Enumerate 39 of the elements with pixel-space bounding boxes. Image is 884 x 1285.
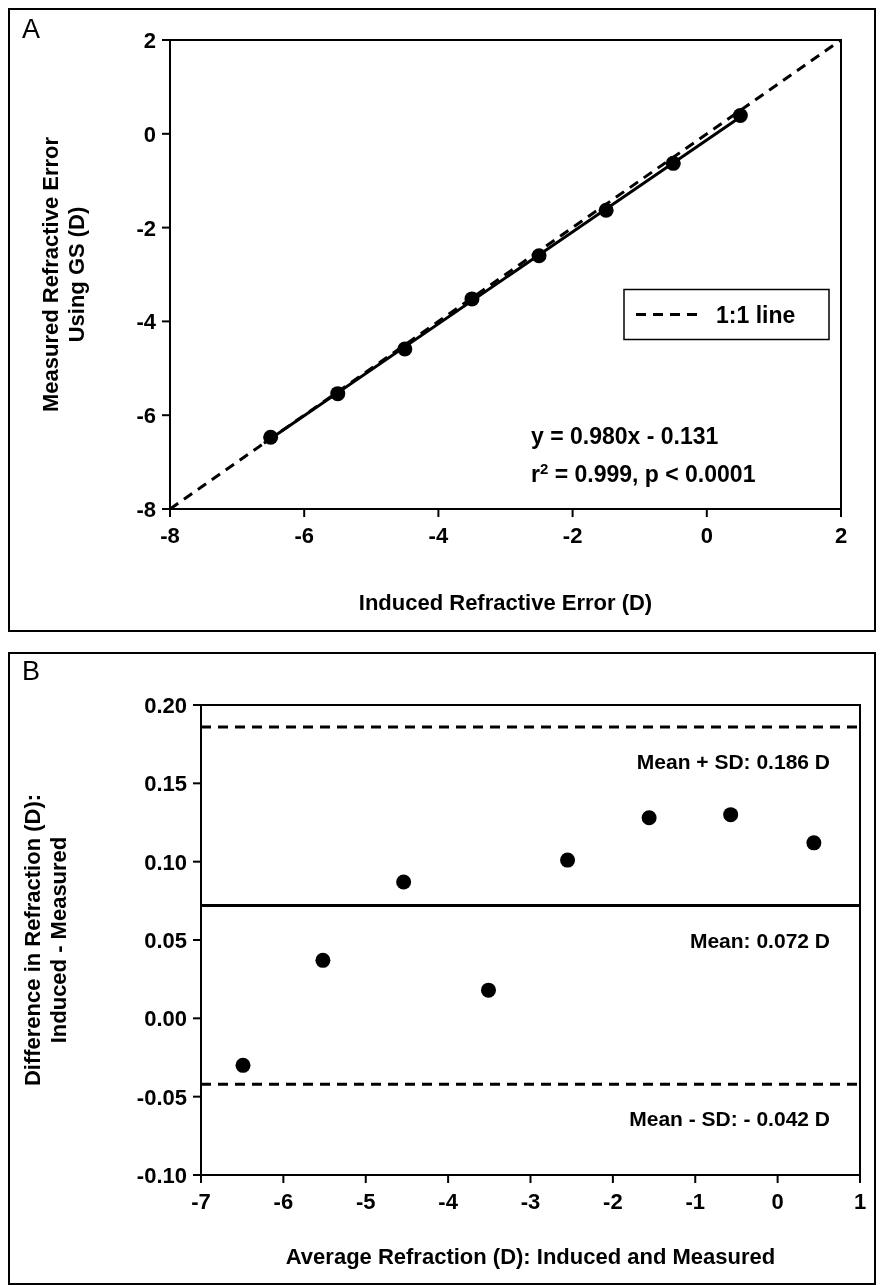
chart-title: A	[22, 14, 41, 44]
annotation: y = 0.980x - 0.131	[531, 423, 719, 449]
x-tick-label: 0	[771, 1189, 784, 1214]
chart-title: B	[22, 656, 41, 686]
x-tick-label: -2	[603, 1189, 623, 1214]
x-tick-label: -1	[685, 1189, 706, 1214]
x-axis-title: Induced Refractive Error (D)	[358, 590, 653, 615]
y-tick-label: 0.20	[144, 693, 187, 718]
y-tick-label: -6	[136, 403, 156, 429]
x-tick-label: 1	[853, 1189, 867, 1214]
legend-label: 1:1 line	[716, 301, 796, 328]
x-tick-label: -7	[191, 1189, 211, 1214]
ref-line-label: Mean: 0.072 D	[689, 928, 830, 952]
y-tick-label: 0.00	[144, 1006, 187, 1032]
y-tick-label: 0.05	[144, 928, 187, 953]
y-tick-label: -8	[136, 497, 156, 522]
x-axis-title: Average Refraction (D): Induced and Measured	[285, 1244, 776, 1269]
x-tick-label: -4	[428, 523, 449, 548]
ref-line-label: Mean - SD: - 0.042 D	[629, 1107, 830, 1131]
x-tick-label: 0	[700, 523, 713, 548]
x-tick-label: -2	[562, 523, 583, 548]
x-tick-label: 2	[834, 523, 848, 548]
y-axis-title: Difference in Refraction (D): Induced - Measured	[20, 793, 71, 1087]
y-tick-label: 2	[143, 28, 156, 53]
annotation: r$^{2}$ = 0.999, p < 0.0001	[531, 459, 756, 487]
y-tick-label: -0.10	[136, 1163, 187, 1188]
x-tick-label: -6	[294, 523, 314, 548]
y-tick-label: 0.10	[144, 849, 187, 875]
y-tick-label: 0	[143, 121, 156, 147]
x-tick-label: -4	[438, 1189, 459, 1214]
y-tick-label: -0.05	[136, 1084, 187, 1110]
x-tick-label: -5	[355, 1189, 376, 1214]
y-tick-label: -2	[136, 215, 156, 241]
x-tick-label: -6	[273, 1189, 294, 1214]
x-tick-label: -3	[520, 1189, 541, 1214]
ref-line-label: Mean + SD: 0.186 D	[636, 749, 830, 773]
y-tick-label: -4	[136, 309, 157, 335]
y-tick-label: 0.15	[144, 771, 187, 797]
y-axis-title: Measured Refractive Error Using GS (D)	[38, 136, 89, 413]
